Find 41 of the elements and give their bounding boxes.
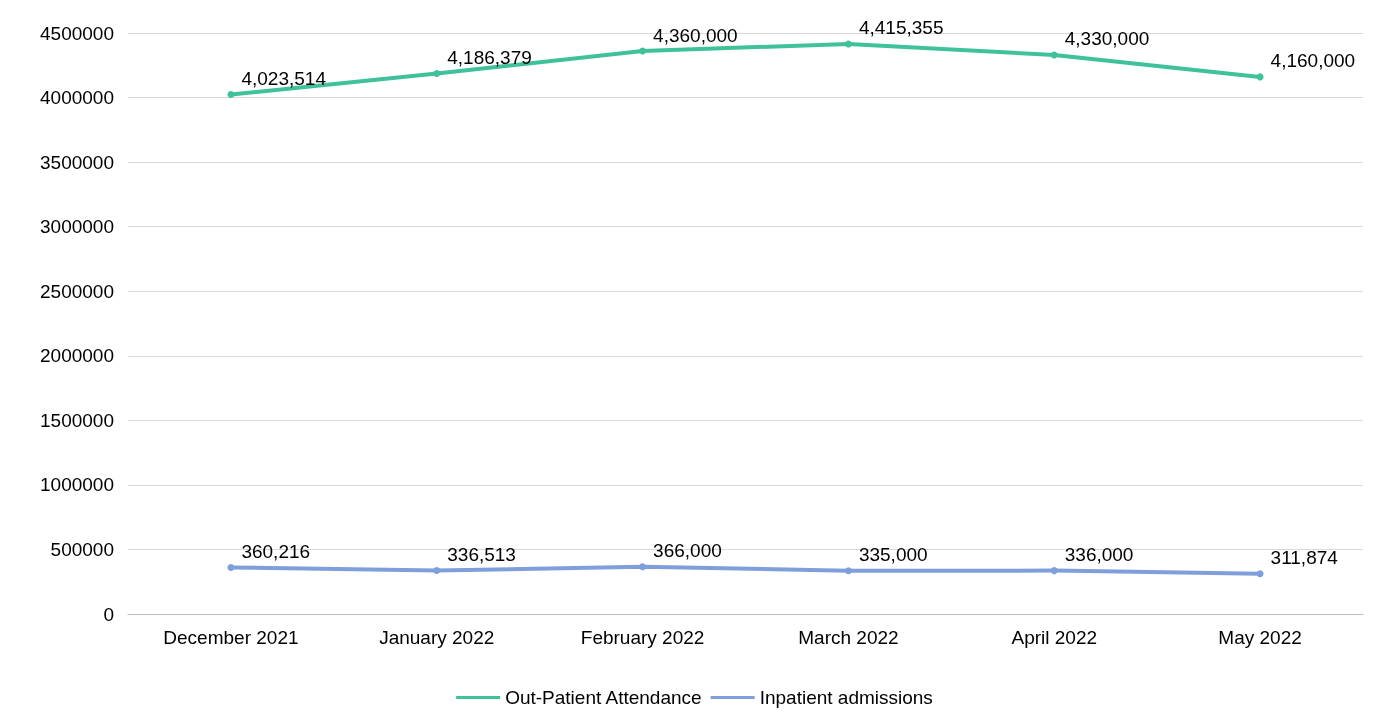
- point: [227, 91, 235, 99]
- y-tick-label: 500000: [50, 538, 114, 560]
- data-label: 360,216: [241, 540, 311, 562]
- x-tick-label: April 2022: [1011, 627, 1098, 648]
- point: [433, 567, 441, 575]
- data-label: 4,023,514: [241, 68, 327, 90]
- data-label: 4,186,379: [447, 46, 532, 68]
- x-tick-label: February 2022: [580, 627, 705, 648]
- data-label: 4,415,355: [858, 17, 944, 39]
- y-tick-label: 2000000: [40, 345, 114, 367]
- data-label: 4,360,000: [653, 24, 738, 46]
- x-tick-label: January 2022: [379, 627, 495, 648]
- point: [844, 40, 852, 48]
- point: [1050, 567, 1058, 575]
- data-label: 336,000: [1064, 544, 1134, 566]
- point: [844, 567, 852, 575]
- y-tick-label: 3500000: [40, 151, 114, 173]
- y-tick-label: 1500000: [40, 409, 114, 431]
- data-label: 4,160,000: [1270, 50, 1356, 72]
- y-tick-label: 0: [103, 603, 114, 625]
- y-tick-label: 1000000: [40, 474, 114, 496]
- y-tick-label: 3000000: [40, 216, 114, 238]
- point: [639, 47, 647, 55]
- x-tick-label: May 2022: [1218, 627, 1302, 648]
- point: [227, 563, 235, 571]
- y-tick-label: 2500000: [40, 280, 114, 302]
- y-tick-label: 4500000: [40, 22, 114, 44]
- legend-label: Out-Patient Attendance: [505, 687, 702, 708]
- legend-label: Inpatient admissions: [759, 687, 933, 708]
- data-label: 336,513: [447, 544, 516, 566]
- x-tick-label: March 2022: [798, 627, 899, 648]
- y-tick-label: 4000000: [40, 87, 114, 109]
- data-label: 311,874: [1270, 547, 1339, 569]
- point: [639, 563, 647, 571]
- point: [1050, 51, 1058, 59]
- data-label: 4,330,000: [1064, 28, 1150, 50]
- data-label: 335,000: [858, 544, 928, 566]
- point: [433, 69, 441, 77]
- point: [1256, 570, 1264, 578]
- data-label: 366,000: [653, 540, 722, 562]
- x-tick-label: December 2021: [163, 627, 299, 648]
